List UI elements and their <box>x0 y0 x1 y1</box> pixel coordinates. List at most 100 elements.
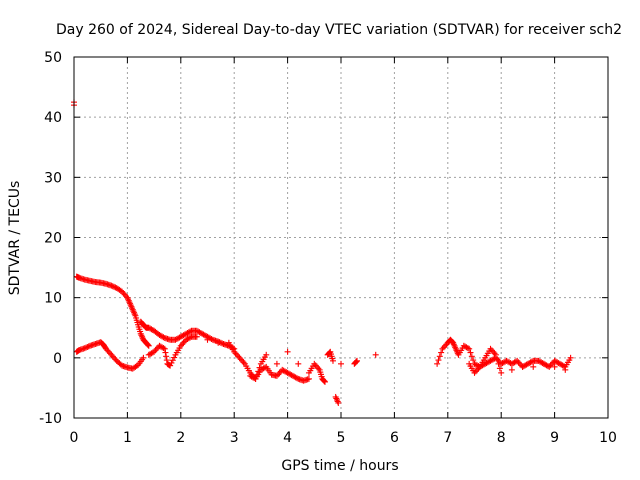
y-tick-label: 30 <box>44 170 62 186</box>
x-tick-label: 4 <box>283 430 292 446</box>
data-point <box>551 363 558 370</box>
data-point <box>321 378 328 385</box>
data-point <box>121 291 128 298</box>
data-point <box>540 360 547 367</box>
data-point <box>162 349 169 356</box>
data-point <box>256 364 263 371</box>
data-point <box>236 354 243 361</box>
data-point <box>496 365 503 372</box>
data-point <box>216 339 223 346</box>
data-point <box>160 345 167 352</box>
data-point <box>490 348 497 355</box>
chart-title: Day 260 of 2024, Sidereal Day-to-day VTE… <box>56 22 622 38</box>
data-point <box>434 360 441 367</box>
data-point <box>519 363 526 370</box>
data-point <box>436 353 443 360</box>
data-point <box>495 360 502 367</box>
data-point <box>463 344 470 351</box>
data-point <box>438 349 445 356</box>
data-point <box>305 375 312 382</box>
data-point <box>329 357 336 364</box>
data-point <box>112 356 119 363</box>
y-tick-label: 10 <box>44 291 62 307</box>
data-point <box>108 351 115 358</box>
data-point <box>163 353 170 360</box>
data-point <box>81 345 88 352</box>
data-point <box>240 359 247 366</box>
data-point <box>467 349 474 356</box>
x-tick-label: 6 <box>390 430 399 446</box>
y-tick-label: 50 <box>44 50 62 66</box>
x-tick-label: 0 <box>70 430 79 446</box>
data-point <box>273 360 280 367</box>
x-tick-label: 1 <box>123 430 132 446</box>
data-point <box>239 357 246 364</box>
data-point <box>321 378 328 385</box>
data-point <box>530 363 537 370</box>
data-point <box>168 359 175 366</box>
data-point <box>354 357 361 364</box>
data-point <box>466 345 473 352</box>
y-axis-label: SDTVAR / TECUs <box>7 181 23 296</box>
data-point <box>372 351 379 358</box>
data-point <box>528 358 535 365</box>
data-point <box>547 362 554 369</box>
data-point <box>506 359 513 366</box>
data-point <box>544 363 551 370</box>
data-point <box>109 353 116 360</box>
data-point <box>169 357 176 364</box>
data-point <box>338 360 344 367</box>
data-point <box>472 368 479 375</box>
data-point <box>185 335 192 342</box>
data-point <box>491 355 498 362</box>
data-point <box>488 347 495 354</box>
data-point <box>83 344 90 351</box>
data-point <box>352 359 359 366</box>
data-point <box>187 334 194 341</box>
axis-ticks: 0 1 2 3 4 5 6 7 8 9 10 -10 0 10 20 30 40 50 <box>39 50 617 446</box>
data-point <box>313 363 320 370</box>
data-point <box>85 343 92 350</box>
data-point <box>111 283 118 290</box>
x-axis-label: GPS time / hours <box>281 458 398 474</box>
data-point <box>107 350 114 357</box>
data-point <box>180 339 187 346</box>
x-tick-label: 2 <box>176 430 185 446</box>
data-point <box>179 341 186 348</box>
data-point <box>232 350 239 357</box>
data-point <box>163 357 170 364</box>
data-point <box>293 375 300 382</box>
data-point <box>193 333 200 340</box>
data-point <box>333 396 340 403</box>
data-point <box>263 351 270 358</box>
data-point <box>215 339 222 346</box>
data-point <box>105 348 112 355</box>
data-point <box>468 353 475 360</box>
data-point <box>235 353 242 360</box>
data-point <box>253 372 260 379</box>
data-point <box>159 344 166 351</box>
data-point <box>512 358 519 365</box>
data-point <box>161 345 168 352</box>
x-tick-label: 7 <box>443 430 452 446</box>
data-point <box>171 354 178 361</box>
data-point <box>208 336 215 343</box>
data-point <box>562 366 569 373</box>
data-point <box>160 334 167 341</box>
data-point <box>435 357 442 364</box>
data-point <box>335 399 342 406</box>
data-point <box>219 340 226 347</box>
data-point <box>464 345 471 352</box>
data-point <box>273 372 280 379</box>
data-point <box>275 371 282 378</box>
x-tick-label: 8 <box>497 430 506 446</box>
data-point <box>145 342 152 349</box>
grid <box>74 57 608 418</box>
data-point <box>133 362 140 369</box>
data-point <box>140 354 147 361</box>
x-tick-label: 5 <box>337 430 346 446</box>
data-point <box>567 354 574 361</box>
y-tick-label: 40 <box>44 110 62 126</box>
data-point <box>252 375 259 382</box>
